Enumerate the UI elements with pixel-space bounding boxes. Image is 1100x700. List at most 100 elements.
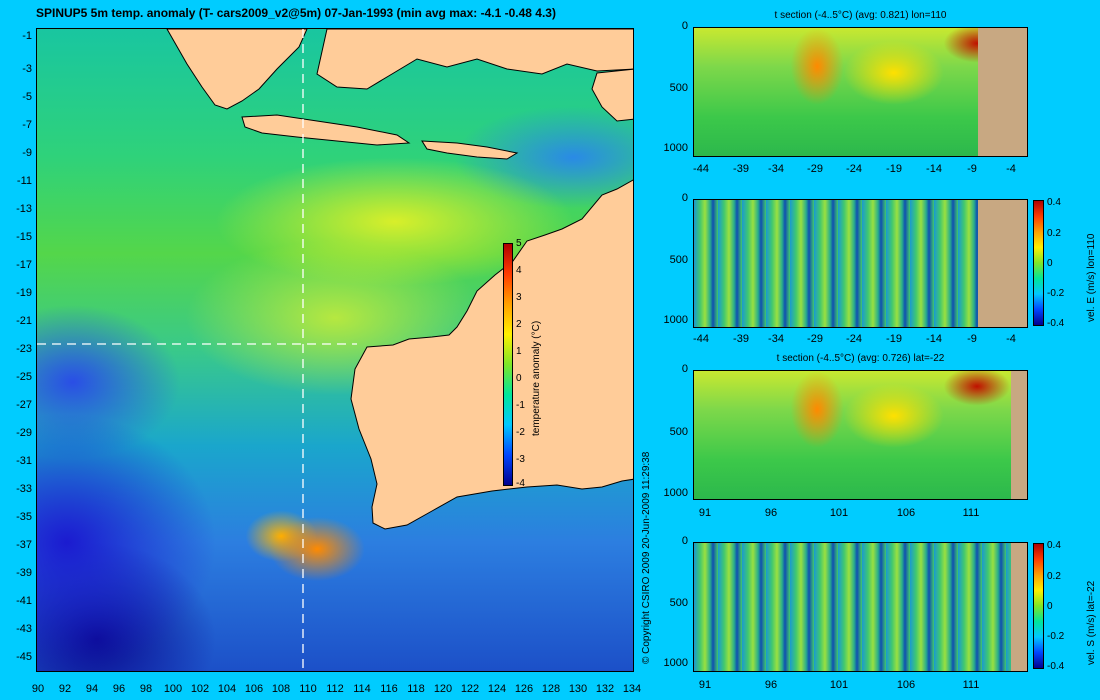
map-x-tick: 90 [31,683,45,695]
panel-2-y-tick: 1000 [663,314,688,326]
colorbar-tick: 4 [516,265,522,276]
panel-1-y-tick: 500 [669,82,688,94]
panel-3-y-tick: 0 [681,363,688,375]
panel-1-x-tick: -29 [807,163,823,175]
map-y-tick: -11 [16,175,32,187]
map-y-tick: -23 [16,343,32,355]
map-x-tick: 94 [85,683,99,695]
map-x-tick: 92 [58,683,72,695]
map-x-tick: 114 [353,683,371,695]
vel-s-section-panel[interactable] [693,542,1028,672]
vel-s-colorbar-tick: 0 [1047,601,1053,612]
panel-2-x-tick: -29 [807,333,823,345]
panel-3-x-tick: 91 [698,507,712,519]
vel-e-section-panel[interactable] [693,199,1028,328]
land-lesser-sunda [421,140,519,160]
vel-s-colorbar-label: vel. S (m/s) lat=-22 [1086,580,1097,665]
map-y-tick: -5 [22,91,32,103]
section-land [978,28,1027,156]
panel-1-x-tick: -4 [1006,163,1016,175]
colorbar-tick: -1 [516,400,525,411]
section-land [1011,371,1027,499]
map-x-tick: 96 [112,683,126,695]
colorbar-tick: 0 [516,373,522,384]
map-y-tick: -27 [16,399,32,411]
map-x-tick: 134 [622,683,642,695]
vel-s-colorbar [1033,543,1044,669]
panel-2-x-tick: -39 [733,333,749,345]
map-y-tick: -25 [16,371,32,383]
map-y-tick: -9 [22,147,32,159]
vel-e-colorbar-tick: -0.2 [1047,288,1065,299]
land-java [241,114,411,146]
map-x-tick: 130 [568,683,588,695]
map-y-tick: -39 [16,567,32,579]
vel-e-colorbar-tick: -0.4 [1047,318,1065,329]
map-y-tick: -17 [16,259,32,271]
t-section-lon-panel[interactable] [693,27,1028,157]
map-y-tick: -13 [16,203,32,215]
colorbar-label: temperature anomaly (°C) [531,320,542,436]
panel-4-x-tick: 96 [764,679,778,691]
panel-2-x-tick: -44 [693,333,709,345]
map-x-tick: 116 [380,683,398,695]
vel-e-colorbar-tick: 0.2 [1047,228,1061,239]
map-x-tick: 112 [326,683,344,695]
map-y-tick: -35 [16,511,32,523]
map-x-tick: 132 [595,683,615,695]
temperature-colorbar [503,243,513,486]
vel-e-colorbar-tick: 0 [1047,258,1053,269]
panel-2-x-tick: -9 [967,333,977,345]
panel-1-x-tick: -14 [926,163,942,175]
map-x-tick: 102 [190,683,210,695]
t-section-lat-panel[interactable] [693,370,1028,500]
map-x-tick: 108 [271,683,291,695]
land-australia [350,179,633,530]
map-x-tick: 128 [541,683,561,695]
panel-3-y-tick: 1000 [663,487,688,499]
map-x-tick: 120 [433,683,453,695]
map-y-tick: -31 [16,455,32,467]
colorbar-tick: 5 [516,238,522,249]
panel-1-y-tick: 0 [681,20,688,32]
panel-2-x-tick: -14 [926,333,942,345]
map-overlay [37,29,633,671]
panel-3-y-tick: 500 [669,426,688,438]
panel-1-x-tick: -44 [693,163,709,175]
vel-s-colorbar-tick: -0.2 [1047,631,1065,642]
panel-1-title: t section (-4..5°C) (avg: 0.821) lon=110 [774,10,947,21]
section-land [978,200,1027,327]
map-y-tick: -45 [16,651,32,663]
panel-2-y-tick: 0 [681,192,688,204]
land-indonesia [166,29,308,110]
map-x-tick: 122 [460,683,480,695]
panel-3-x-tick: 111 [962,507,980,519]
colorbar-tick: -3 [516,454,525,465]
map-y-tick: -33 [16,483,32,495]
panel-3-x-tick: 96 [764,507,778,519]
section-land [1011,543,1027,671]
panel-4-x-tick: 111 [962,679,980,691]
map-y-tick: -21 [16,315,32,327]
panel-4-x-tick: 91 [698,679,712,691]
panel-1-x-tick: -24 [846,163,862,175]
map-y-tick: -19 [16,287,32,299]
panel-2-x-tick: -4 [1006,333,1016,345]
map-y-tick: -7 [22,119,32,131]
map-x-tick: 106 [244,683,264,695]
map-x-tick: 110 [299,683,317,695]
panel-4-y-tick: 1000 [663,657,688,669]
vel-e-colorbar-label: vel. E (m/s) lon=110 [1086,233,1097,322]
map-y-tick: -3 [22,63,32,75]
panel-1-x-tick: -39 [733,163,749,175]
panel-4-y-tick: 0 [681,535,688,547]
temperature-anomaly-map[interactable] [36,28,634,672]
map-y-tick: -43 [16,623,32,635]
vel-s-colorbar-tick: 0.2 [1047,571,1061,582]
map-x-tick: 126 [514,683,534,695]
vel-s-colorbar-tick: -0.4 [1047,661,1065,672]
panel-2-x-tick: -19 [886,333,902,345]
map-y-tick: -37 [16,539,32,551]
panel-3-x-tick: 106 [896,507,916,519]
panel-2-x-tick: -24 [846,333,862,345]
